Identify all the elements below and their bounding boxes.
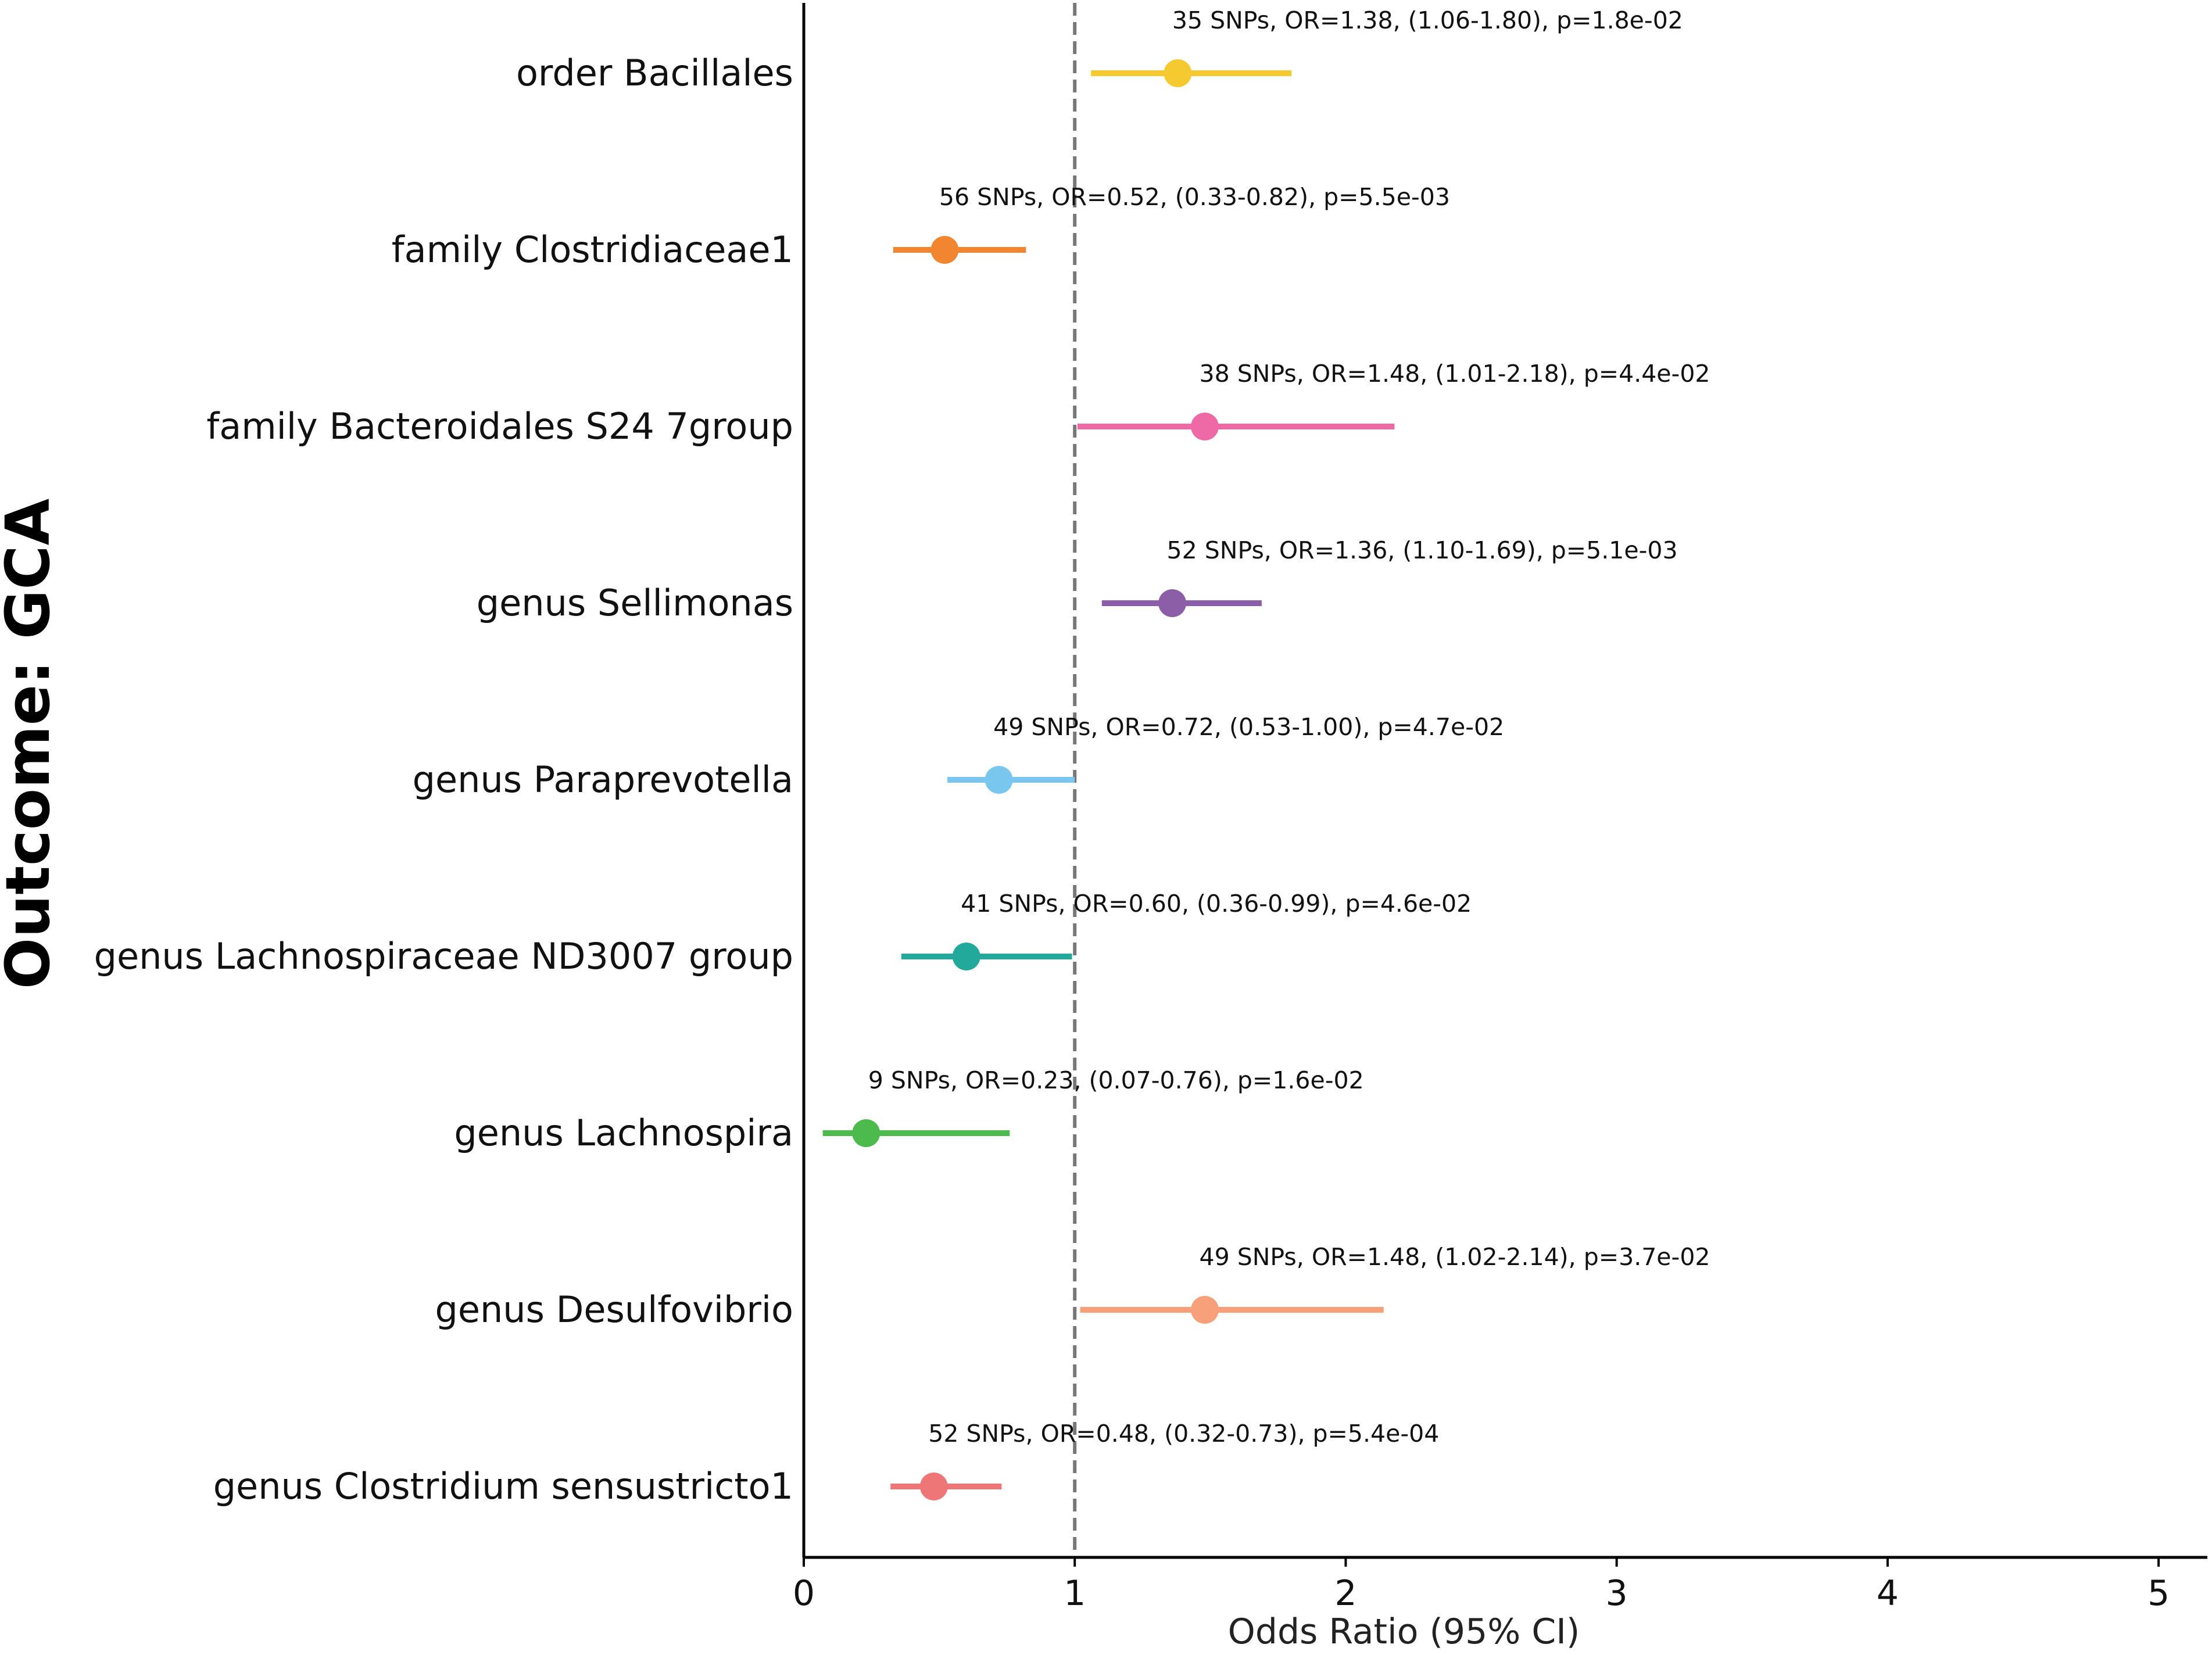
or-point	[930, 236, 959, 264]
row-annotation: 56 SNPs, OR=0.52, (0.33-0.82), p=5.5e-03	[939, 183, 1450, 211]
or-point	[985, 766, 1013, 794]
row-annotation: 49 SNPs, OR=1.48, (1.02-2.14), p=3.7e-02	[1200, 1243, 1710, 1271]
row-annotation: 38 SNPs, OR=1.48, (1.01-2.18), p=4.4e-02	[1200, 360, 1710, 388]
forest-row: genus Lachnospira 9 SNPs, OR=0.23, (0.07-…	[454, 1066, 1363, 1154]
x-tick-label: 2	[1334, 1573, 1356, 1614]
row-annotation: 35 SNPs, OR=1.38, (1.06-1.80), p=1.8e-02	[1172, 6, 1683, 34]
forest-row: genus Lachnospiraceae ND3007 group 41 SNP…	[94, 890, 1472, 977]
row-annotation: 52 SNPs, OR=0.48, (0.32-0.73), p=5.4e-04	[928, 1420, 1439, 1448]
forest-row: genus Sellimonas 52 SNPs, OR=1.36, (1.10-…	[477, 536, 1678, 624]
row-label: genus Paraprevotella	[413, 758, 793, 801]
row-label: family Clostridiaceae1	[392, 228, 793, 271]
y-axis-title: Outcome: GCA	[0, 499, 63, 989]
x-tick-label: 1	[1064, 1573, 1086, 1614]
or-point	[1164, 59, 1192, 87]
or-point	[852, 1119, 880, 1147]
x-tick-label: 3	[1606, 1573, 1628, 1614]
row-annotation: 9 SNPs, OR=0.23, (0.07-0.76), p=1.6e-02	[868, 1066, 1364, 1094]
forest-row: family Clostridiaceae1 56 SNPs, OR=0.52, …	[392, 183, 1450, 271]
row-label: genus Sellimonas	[477, 582, 793, 624]
row-annotation: 49 SNPs, OR=0.72, (0.53-1.00), p=4.7e-02	[993, 713, 1504, 741]
or-point	[1191, 1296, 1219, 1324]
row-label: genus Desulfovibrio	[435, 1288, 794, 1331]
forest-row: order Bacillales 35 SNPs, OR=1.38, (1.06-…	[516, 6, 1683, 94]
or-point	[952, 943, 980, 970]
forest-row: genus Desulfovibrio 49 SNPs, OR=1.48, (1.…	[435, 1243, 1710, 1331]
or-point	[919, 1473, 948, 1500]
row-label: genus Lachnospira	[454, 1112, 793, 1154]
row-label: family Bacteroidales S24 7group	[206, 405, 793, 447]
forest-row: genus Clostridium sensustricto1 52 SNPs, …	[213, 1420, 1440, 1507]
row-label: order Bacillales	[516, 52, 793, 94]
plot-marks: order Bacillales 35 SNPs, OR=1.38, (1.06-…	[94, 3, 1710, 1557]
row-label: genus Clostridium sensustricto1	[213, 1465, 793, 1507]
or-point	[1191, 413, 1219, 440]
x-tick-label: 4	[1877, 1573, 1899, 1614]
forest-row: genus Paraprevotella 49 SNPs, OR=0.72, (0…	[413, 713, 1505, 801]
x-tick-label: 5	[2147, 1573, 2170, 1614]
row-annotation: 52 SNPs, OR=1.36, (1.10-1.69), p=5.1e-03	[1167, 536, 1678, 564]
x-tick-label: 0	[793, 1573, 815, 1614]
x-axis-title: Odds Ratio (95% CI)	[1228, 1611, 1580, 1652]
x-ticks: 0 1 2 3 4 5	[793, 1557, 2170, 1614]
forest-row: family Bacteroidales S24 7group 38 SNPs, …	[206, 360, 1710, 447]
row-label: genus Lachnospiraceae ND3007 group	[94, 935, 793, 977]
row-annotation: 41 SNPs, OR=0.60, (0.36-0.99), p=4.6e-02	[961, 890, 1472, 918]
or-point	[1158, 589, 1187, 617]
